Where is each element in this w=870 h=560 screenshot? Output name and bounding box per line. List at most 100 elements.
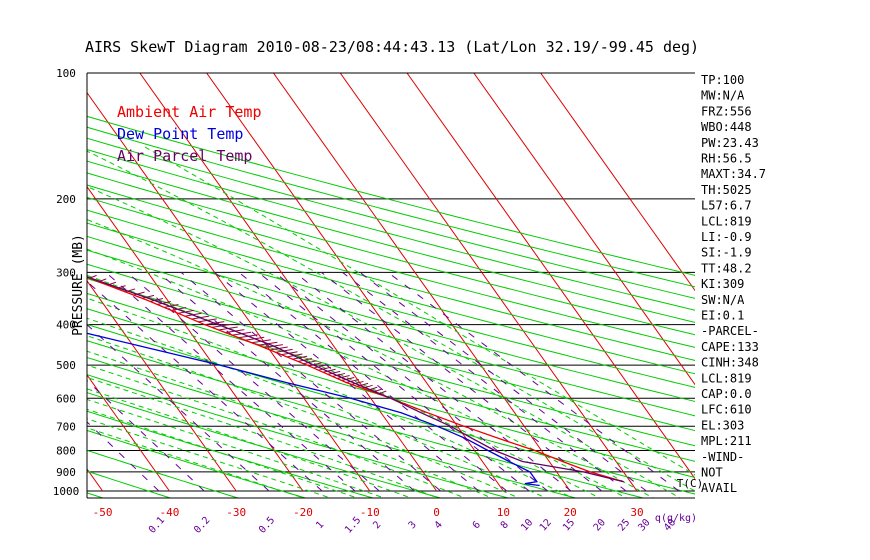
index-entry: -WIND- [701,450,744,464]
index-entry: LCL:819 [701,371,752,385]
bottom-temp-tick-label: -20 [293,506,313,519]
diagram-grid [87,73,695,498]
index-entry: TP:100 [701,73,744,87]
cape-hatch-mark [303,360,317,365]
index-entry: NOT [701,466,723,480]
dew-point-temp-line [87,332,540,487]
moist-adiabat-line [87,388,413,498]
isotherm-line [406,73,695,480]
cape-hatch-mark [336,374,350,379]
moist-adiabat-line [87,418,333,498]
isotherm-line [339,73,638,492]
axes: 1002003004005006007008009001000-120-110-… [53,67,704,536]
dry-adiabat-line [87,149,695,311]
isotherm-line [87,279,237,492]
mixing-ratio-line [87,280,323,492]
cape-hatch-mark [163,304,179,309]
mixing-ratio-line [87,324,270,492]
cape-hatch-mark [332,372,346,377]
cape-hatch-mark [133,291,145,296]
cape-hatch-mark [149,297,164,302]
index-entry: SW:N/A [701,293,745,307]
cape-hatch-mark [356,382,369,387]
isotherm-line [87,185,304,492]
mixing-ratio-label: 0.2 [192,515,212,536]
cape-hatch-mark [322,368,336,373]
mixing-ratio-label: 0.5 [257,515,277,536]
dry-adiabat-line [87,172,695,336]
sounding-series [87,274,624,487]
index-entry: CINH:348 [701,356,759,370]
cape-hatch-mark [297,358,313,362]
bottom-temp-tick-label: 30 [630,506,643,519]
dry-adiabat-line [87,374,510,498]
cape-hatch-mark [156,301,171,306]
isotherm-line [473,73,695,386]
pressure-tick-label: 200 [56,193,76,206]
bottom-temp-tick-label: -40 [159,506,179,519]
dry-adiabat-line [87,449,240,498]
mixing-ratio-label: 1 [314,519,326,531]
dry-adiabat-line [87,126,695,288]
isotherm-line [87,91,371,492]
cape-hatch-mark [318,366,332,371]
mixing-ratio-label: 20 [592,517,608,533]
pressure-tick-label: 1000 [53,485,80,498]
mixing-ratio-label: 25 [616,517,632,533]
bottom-temp-tick-label: -30 [226,506,246,519]
index-entry: CAP:0.0 [701,387,752,401]
moist-adiabat-line [87,377,440,498]
dry-adiabat-line [87,115,695,276]
index-entry: MAXT:34.7 [701,167,766,181]
mixing-ratio-label: 6 [471,519,483,531]
pressure-tick-label: 300 [56,266,76,279]
bottom-temp-tick-label: 20 [564,506,577,519]
index-entry: MPL:211 [701,434,752,448]
cape-hatch-mark [313,364,327,369]
moist-adiabat-line [87,427,306,498]
cape-hatch-mark [341,376,355,381]
isotherm-line [540,73,695,292]
index-entry: CAPE:133 [701,340,759,354]
index-entry: FRZ:556 [701,104,752,118]
mixing-ratio-line [238,272,508,492]
mixing-ratio-label: 15 [561,517,577,533]
index-entry: LI:-0.9 [701,230,752,244]
moist-adiabat-line [87,317,547,498]
dry-adiabat-line [87,429,308,498]
cape-hatch-mark [327,370,341,375]
mixing-ratio-line [274,272,549,492]
isotherm-line [139,73,438,492]
mixing-ratio-line [342,272,627,492]
dry-adiabat-line [87,278,695,447]
temp-unit-label: T(C) [677,477,704,490]
index-entry: AVAIL [701,481,737,495]
mixing-ratio-line [126,272,380,492]
index-entry: TT:48.2 [701,261,752,275]
cape-hatch-mark [346,378,359,383]
moist-adiabat-line [87,218,655,498]
dry-adiabat-line [87,263,695,432]
legend: Ambient Air Temp Dew Point Temp Air Parcel… [117,103,262,165]
index-entry: EI:0.1 [701,309,744,323]
index-entry: KI:309 [701,277,744,291]
dry-adiabat-line [87,235,695,402]
dry-adiabat-line [87,160,695,323]
mixing-ratio-line [294,272,572,492]
index-entry: -PARCEL- [701,324,759,338]
mixing-ratio-label: 2 [371,519,383,531]
air-parcel-temp-line [87,276,624,483]
bottom-temp-tick-label: -10 [360,506,380,519]
index-entry: TH:5025 [701,183,752,197]
legend-entry: Ambient Air Temp [117,103,262,121]
y-axis-label: PRESSURE (MB) [71,234,86,336]
mixing-ratio-line [105,272,356,492]
index-entry: MW:N/A [701,89,745,103]
moist-adiabat-line [87,248,628,498]
dry-adiabat-line [87,392,443,498]
moist-adiabat-line [87,408,359,498]
mixing-ratio-line [87,421,160,492]
index-entry: LCL:819 [701,214,752,228]
mixing-ratio-line [321,272,603,492]
